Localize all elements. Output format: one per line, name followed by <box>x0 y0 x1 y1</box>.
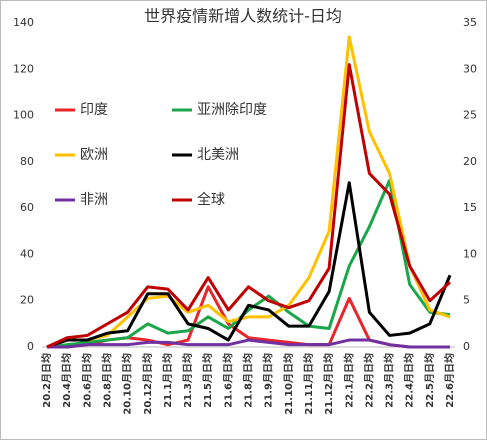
x-tick-label: 20.2月日均 <box>40 353 53 408</box>
legend-label: 全球 <box>197 191 225 208</box>
y-tick-label: 0 <box>27 340 34 353</box>
y-tick-label: 80 <box>20 155 34 168</box>
legend-label: 非洲 <box>80 192 108 208</box>
x-tick-label: 20.12月日均 <box>141 353 154 415</box>
y2-tick-label: 0 <box>463 340 470 353</box>
x-tick-label: 20.6月日均 <box>80 353 93 408</box>
x-tick-label: 21.5月日均 <box>201 353 214 408</box>
y2-tick-label: 30 <box>463 62 477 75</box>
y-tick-label: 20 <box>20 294 34 307</box>
y-tick-label: 60 <box>20 201 34 214</box>
x-tick-label: 21.10月日均 <box>282 353 295 415</box>
chart-title: 世界疫情新增人数统计-日均 <box>144 7 342 26</box>
x-tick-label: 21.9月日均 <box>262 353 275 408</box>
y2-tick-label: 5 <box>463 294 470 307</box>
series-line <box>47 338 450 349</box>
y2-tick-label: 10 <box>463 247 477 260</box>
x-tick-label: 22.3月日均 <box>383 353 396 408</box>
x-tick-label: 21.8月日均 <box>242 353 255 408</box>
y-tick-label: 100 <box>13 109 34 122</box>
x-tick-label: 21.12月日均 <box>322 353 335 415</box>
y2-tick-label: 15 <box>463 201 477 214</box>
y2-tick-label: 25 <box>463 109 477 122</box>
x-tick-label: 20.4月日均 <box>60 353 73 408</box>
x-tick-label: 22.6月日均 <box>443 353 456 408</box>
x-tick-label: 20.10月日均 <box>121 353 134 415</box>
legend-label: 欧洲 <box>80 147 108 163</box>
x-tick-label: 21.6月日均 <box>221 353 234 408</box>
y-tick-label: 40 <box>20 247 34 260</box>
x-tick-label: 22.4月日均 <box>403 353 416 408</box>
series-line <box>46 178 451 349</box>
x-tick-label: 21.3月日均 <box>181 353 194 408</box>
x-tick-label: 21.11月日均 <box>302 353 315 415</box>
x-tick-label: 22.1月日均 <box>342 353 355 408</box>
y-tick-label: 140 <box>13 16 34 29</box>
y-tick-label: 120 <box>13 62 34 75</box>
x-tick-label: 21.1月日均 <box>161 353 174 408</box>
series-line <box>46 63 452 349</box>
y2-tick-label: 35 <box>463 16 477 29</box>
x-tick-label: 22.5月日均 <box>423 353 436 408</box>
x-tick-label: 20.8月日均 <box>100 353 113 408</box>
legend-label: 亚洲除印度 <box>197 102 267 118</box>
y2-tick-label: 20 <box>463 155 477 168</box>
legend-label: 北美洲 <box>197 147 239 163</box>
series-line <box>46 35 451 349</box>
x-tick-label: 22.2月日均 <box>362 353 375 408</box>
series-line <box>46 181 452 349</box>
legend-label: 印度 <box>80 102 108 118</box>
